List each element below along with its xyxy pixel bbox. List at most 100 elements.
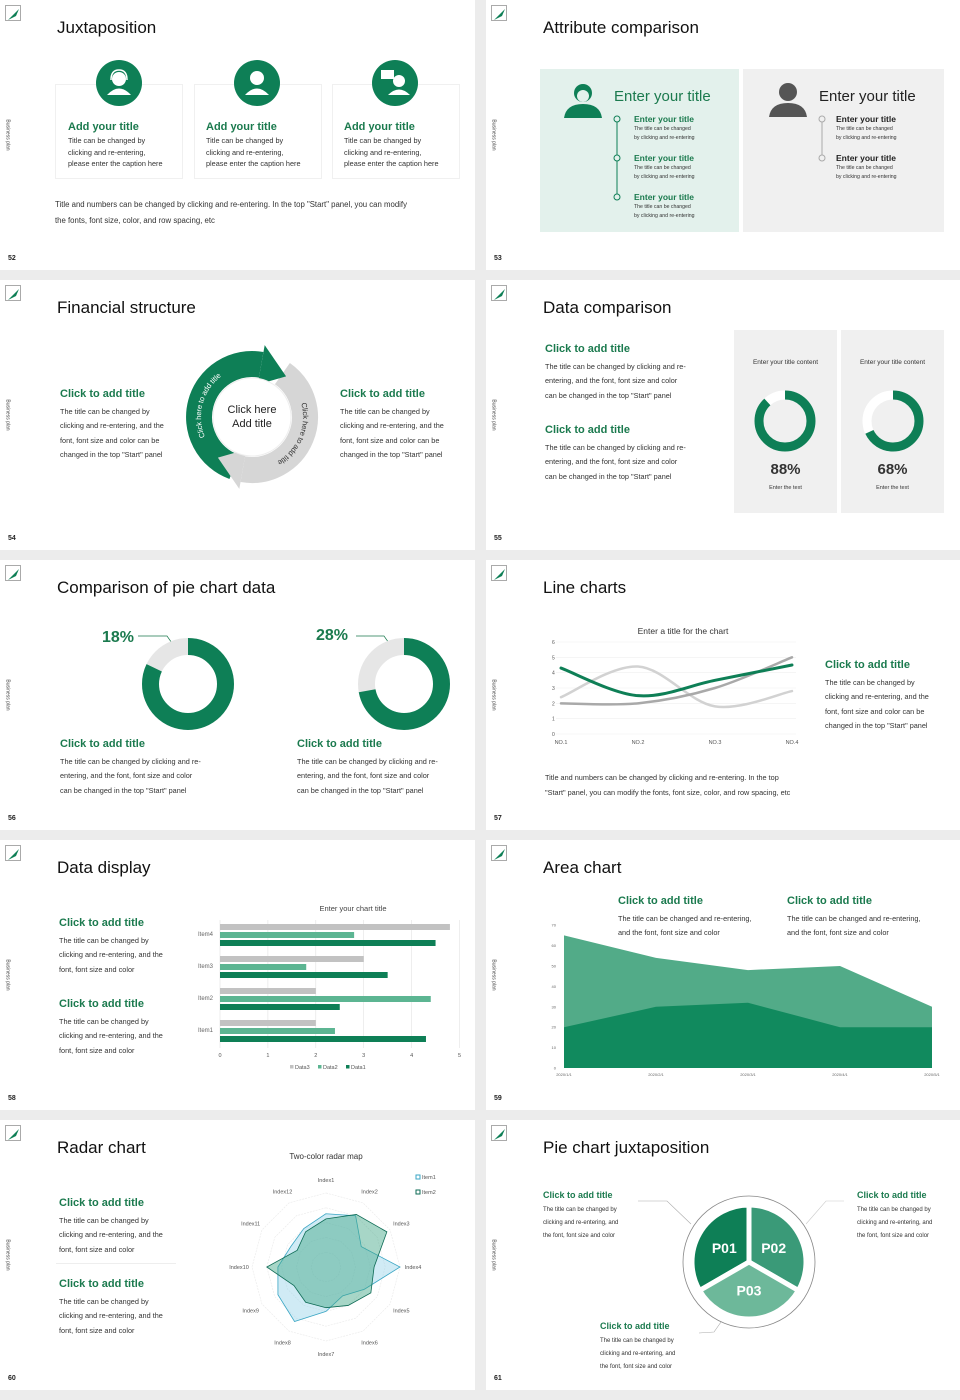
donut-value [754, 390, 816, 452]
block-heading: Click to add title [618, 895, 703, 907]
item-title: Enter your title [634, 192, 694, 202]
line-series-2 [559, 656, 794, 706]
bar [220, 932, 355, 938]
item-text: The title can be changed by clicking and… [836, 165, 897, 180]
connector-line [638, 1200, 692, 1225]
block-text: The title can be changed and re-entering… [787, 914, 921, 938]
item-text: The title can be changed by clicking and… [836, 126, 897, 141]
pie-chart: P01 P02 P03 [638, 1195, 844, 1334]
slide-55[interactable]: Business plan Data comparison Click to a… [486, 280, 960, 550]
stat-panel [841, 330, 944, 513]
donut-value [142, 638, 234, 730]
slide-title: Financial structure [57, 298, 196, 317]
footer-text: Title and numbers can be changed by clic… [545, 773, 791, 797]
slide-57[interactable]: Business plan Line charts Enter a title … [486, 560, 960, 830]
block-text: The title can be changed by clicking and… [545, 443, 686, 481]
connector-line [698, 1321, 722, 1334]
attribute-panel-right [743, 69, 944, 232]
slide-title: Pie chart juxtaposition [543, 1138, 710, 1157]
block-heading: Click to add title [59, 998, 144, 1010]
bar [220, 964, 307, 970]
page-number: 53 [494, 255, 502, 262]
side-label: Business plan [4, 119, 11, 151]
y-tick-label: 0 [552, 732, 555, 738]
slide-52[interactable]: Business plan Juxtaposition Add your tit… [0, 0, 475, 270]
slide-title: Comparison of pie chart data [57, 578, 276, 597]
x-tick-label: 4 [410, 1053, 413, 1059]
y-tick-label: 30 [552, 1004, 557, 1009]
x-tick-label: NO.1 [555, 740, 568, 746]
percent-label: 28% [316, 627, 349, 644]
legend-swatch [346, 1065, 350, 1069]
legend-swatch [415, 1189, 421, 1195]
page-number: 52 [8, 255, 16, 262]
slide-title: Line charts [543, 578, 627, 597]
green-arrowhead [257, 345, 287, 385]
block-text: The title can be changed by clicking and… [545, 362, 686, 400]
slide-title: Data comparison [543, 298, 672, 317]
page-number: 55 [494, 535, 502, 542]
slice-label: P02 [761, 1240, 786, 1256]
donut-charts [754, 390, 924, 452]
slide-59[interactable]: Business plan Area chart 0 10 20 30 40 50 60 70… [486, 840, 960, 1110]
slide-54[interactable]: Business plan Financial structure Click … [0, 280, 475, 550]
donut-value [358, 638, 450, 730]
leaf-logo-icon [491, 845, 507, 861]
category-label: Item3 [198, 964, 214, 970]
y-tick-label: 4 [552, 671, 555, 677]
footer-text: Title and numbers can be changed by clic… [55, 200, 407, 225]
bar [220, 996, 431, 1002]
slice-label: P03 [737, 1283, 762, 1299]
leaf-logo-icon [5, 565, 21, 581]
category-label: Item4 [198, 932, 214, 938]
panel-heading: Enter your title [614, 88, 711, 105]
block-heading: Click to add title [825, 659, 910, 671]
slide-60[interactable]: Business plan Radar chart Click to add t… [0, 1120, 475, 1390]
leaf-logo-icon [5, 285, 21, 301]
center-circle [212, 377, 292, 457]
axis-label: Index5 [393, 1309, 410, 1315]
y-tick-label: 3 [552, 686, 555, 692]
green-arc [186, 351, 264, 480]
legend-label: Data1 [351, 1065, 366, 1071]
slide-53[interactable]: Business plan Attribute comparison Enter… [486, 0, 960, 270]
radar-series-1 [277, 1213, 401, 1322]
item-title: Enter your title [634, 114, 694, 124]
x-tick-label: NO.2 [632, 740, 645, 746]
bar [220, 1036, 426, 1042]
block-text: The title can be changed and re-entering… [618, 914, 752, 938]
block-text: The title can be changed by clicking and… [59, 1216, 163, 1254]
panel-title: Enter your title content [859, 359, 926, 366]
slide-58[interactable]: Business plan Data display Click to add … [0, 840, 475, 1110]
axis-label: Index12 [273, 1190, 293, 1196]
bar-chart: Enter your chart title 0 1 2 3 4 5 Item1 Item2 I… [198, 904, 461, 1071]
legend-swatch [415, 1174, 421, 1180]
card-title: Add your title [68, 121, 139, 133]
y-tick-label: 40 [552, 984, 557, 989]
x-tick-label: 2020/4/1 [832, 1072, 848, 1077]
bar [220, 972, 388, 978]
block-text: The title can be changed by clicking and… [297, 757, 438, 795]
slide-61[interactable]: Business plan Pie chart juxtaposition P0… [486, 1120, 960, 1390]
block-heading: Click to add title [59, 917, 144, 929]
slide-56[interactable]: Business plan Comparison of pie chart da… [0, 560, 475, 830]
person-gray-icon [769, 83, 807, 117]
y-tick-label: 0 [554, 1066, 557, 1071]
bar [220, 924, 450, 930]
attribute-panel-left [540, 69, 739, 232]
timeline-dot [818, 154, 826, 162]
block-heading: Click to add title [340, 388, 425, 400]
timeline-dot [613, 193, 621, 201]
radar-chart: Two-color radar map Item1 Item2 Index1 Inde… [229, 1152, 436, 1358]
card-text: Title can be changed by clicking and re-… [344, 136, 439, 168]
axis-label: Index3 [393, 1222, 410, 1228]
timeline-dot [613, 154, 621, 162]
item-title: Enter your title [836, 153, 896, 163]
page-number: 57 [494, 815, 502, 822]
bar [220, 1004, 340, 1010]
axis-label: Index9 [242, 1309, 259, 1315]
center-title[interactable]: Click here Add title [227, 404, 277, 430]
chart-title: Two-color radar map [289, 1152, 363, 1161]
y-tick-label: 60 [552, 943, 557, 948]
percent-label: 18% [102, 629, 135, 646]
